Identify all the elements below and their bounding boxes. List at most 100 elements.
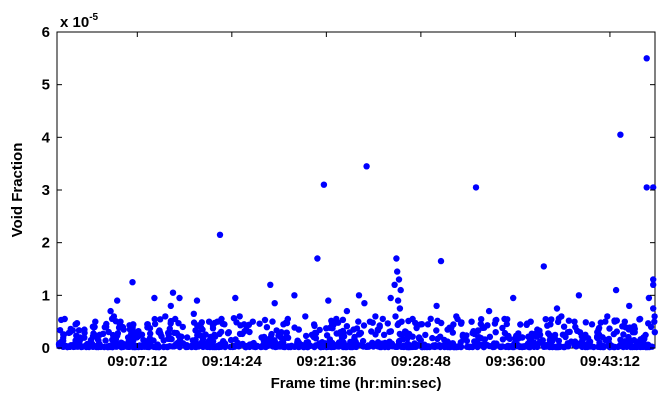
data-point — [643, 184, 650, 191]
data-point — [467, 343, 474, 350]
data-point — [617, 131, 624, 138]
data-point — [503, 320, 510, 328]
data-point — [211, 319, 218, 327]
data-point — [650, 281, 657, 288]
data-point — [571, 318, 578, 325]
data-point — [372, 313, 379, 320]
data-point — [427, 315, 434, 322]
data-point — [346, 329, 353, 336]
data-point — [79, 343, 86, 350]
data-point — [472, 184, 480, 191]
y-tick-label: 0 — [42, 340, 50, 357]
data-point — [563, 342, 571, 349]
data-point — [268, 330, 275, 338]
data-point — [320, 181, 328, 188]
data-point — [118, 339, 125, 346]
data-point — [184, 334, 191, 341]
data-point — [281, 335, 288, 342]
data-point — [176, 294, 183, 302]
data-point — [412, 319, 419, 327]
data-point — [198, 341, 205, 348]
data-point — [346, 343, 353, 351]
x-tick-label: 09:43:12 — [580, 353, 640, 370]
data-point — [60, 337, 67, 344]
data-point — [499, 324, 506, 332]
data-point — [216, 231, 224, 238]
data-point — [107, 307, 114, 315]
data-point — [355, 292, 363, 299]
data-point — [489, 343, 496, 350]
data-point — [651, 318, 658, 325]
data-point — [429, 334, 436, 342]
data-point — [424, 321, 432, 328]
data-point — [636, 316, 643, 323]
data-point — [175, 320, 182, 327]
data-point — [630, 337, 638, 344]
data-point — [576, 329, 584, 336]
data-point — [359, 337, 367, 345]
data-point — [582, 319, 589, 326]
data-point — [523, 320, 531, 327]
data-point — [283, 319, 291, 327]
data-point — [611, 317, 618, 324]
data-point — [449, 329, 456, 336]
data-point — [302, 313, 309, 320]
data-point — [625, 326, 632, 333]
data-point — [340, 330, 347, 337]
data-point — [189, 337, 196, 344]
data-point — [625, 340, 633, 347]
data-point — [188, 343, 195, 351]
data-point — [164, 329, 172, 337]
data-point — [343, 323, 351, 330]
data-point — [156, 327, 163, 334]
data-point — [236, 330, 244, 338]
data-point — [199, 335, 207, 343]
data-point — [314, 255, 321, 262]
data-point — [355, 318, 362, 325]
data-point — [553, 305, 561, 312]
data-point — [548, 316, 555, 323]
data-point — [333, 330, 340, 337]
data-point — [617, 336, 624, 343]
data-point — [275, 332, 282, 339]
data-point — [395, 320, 402, 327]
data-point — [126, 322, 133, 329]
data-point — [542, 316, 549, 323]
data-point — [645, 294, 653, 302]
data-point — [207, 333, 214, 341]
data-point — [60, 331, 67, 338]
x-tick-label: 09:21:36 — [296, 353, 356, 370]
data-point — [291, 324, 298, 331]
y-axis-ticks: 0 1 2 3 4 5 6 — [42, 24, 655, 357]
data-point — [356, 330, 363, 338]
data-point — [544, 322, 551, 329]
data-point — [620, 331, 627, 338]
data-point — [374, 339, 382, 346]
data-point — [232, 294, 239, 302]
data-point — [566, 328, 573, 335]
data-point — [633, 342, 640, 350]
x-axis-ticks: 09:07:12 09:14:24 09:21:36 09:28:48 09:36:00… — [107, 32, 640, 370]
data-point — [594, 333, 601, 341]
y-tick-label: 6 — [42, 24, 50, 41]
data-point — [352, 338, 359, 345]
data-point — [246, 328, 253, 336]
y-tick-label: 4 — [42, 129, 51, 146]
data-point — [163, 343, 170, 351]
x-tick-label: 09:36:00 — [485, 353, 545, 370]
plot-area — [56, 31, 656, 349]
data-point — [643, 55, 650, 62]
x-axis-label: Frame time (hr:min:sec) — [271, 375, 442, 392]
data-point — [151, 320, 159, 328]
data-point — [468, 318, 475, 325]
data-point — [651, 329, 658, 336]
data-point — [412, 343, 420, 350]
x-tick-label: 09:14:24 — [202, 353, 263, 370]
data-point — [166, 335, 174, 343]
data-point — [474, 327, 482, 335]
data-point — [114, 330, 122, 337]
data-point — [374, 326, 381, 333]
data-point — [73, 320, 81, 327]
data-point — [395, 276, 403, 283]
